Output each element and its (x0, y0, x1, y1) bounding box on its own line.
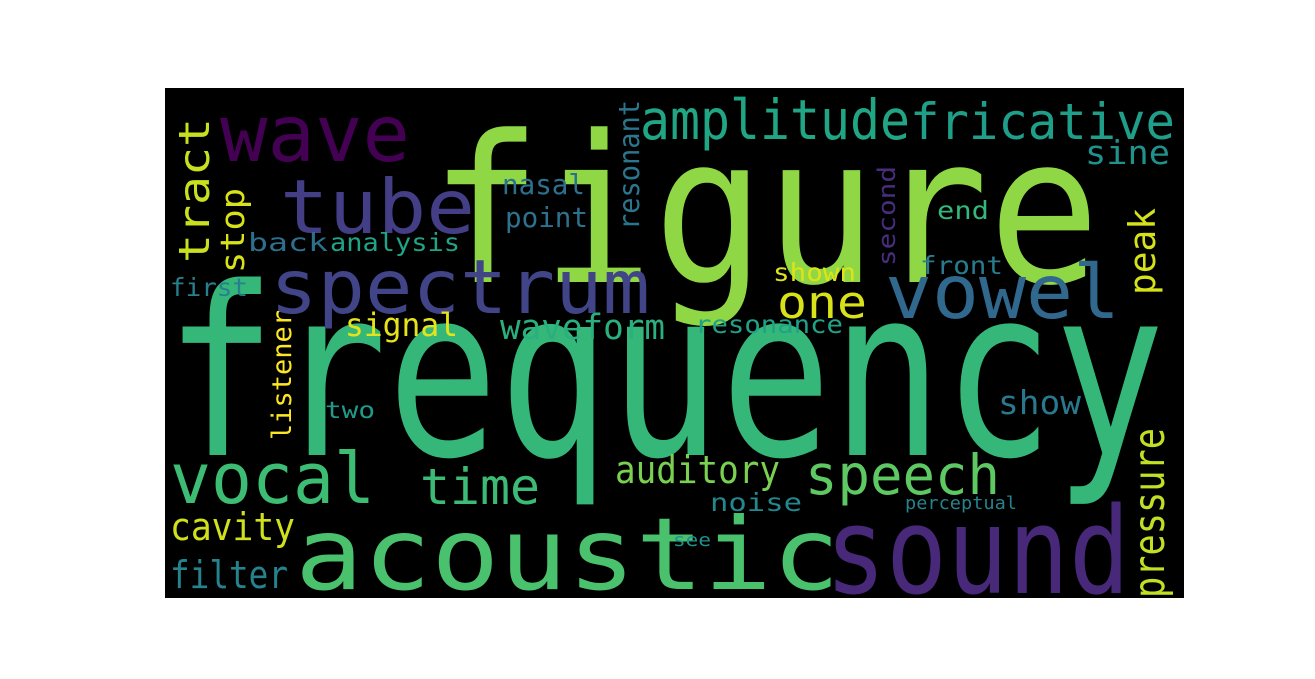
word-acoustic: acoustic (295, 496, 840, 598)
word-sine: sine (1085, 133, 1170, 172)
word-spectrum: spectrum (270, 243, 650, 331)
word-end: end (937, 196, 989, 225)
word-signal: signal (345, 306, 458, 344)
word-see: see (673, 530, 711, 551)
word-figure: figure (430, 93, 1100, 331)
word-speech: speech (805, 443, 1000, 507)
word-point: point (505, 201, 588, 234)
word-listener: listener (267, 310, 298, 440)
word-one: one (777, 276, 867, 329)
word-waveform: waveform (500, 308, 665, 348)
word-pressure: pressure (1125, 428, 1175, 598)
word-resonant: resonant (613, 100, 646, 230)
word-sound: sound (825, 483, 1130, 598)
word-peak: peak (1122, 208, 1164, 295)
word-auditory: auditory (615, 448, 780, 492)
word-tube: tube (280, 163, 475, 251)
word-frequency: frequency (165, 238, 1165, 511)
word-perceptual: perceptual (905, 493, 1017, 514)
word-amplitude: amplitude (640, 88, 910, 152)
word-second: second (873, 166, 901, 266)
word-noise: noise (710, 488, 802, 517)
word-resonance: resonance (695, 310, 843, 339)
word-filter: filter (170, 553, 288, 597)
word-front: front (920, 251, 1003, 280)
word-show: show (998, 383, 1081, 422)
word-two: two (325, 398, 375, 424)
word-tract: tract (170, 118, 220, 263)
word-stop: stop (213, 188, 252, 273)
word-cloud: frequency figure acoustic sound spectrum tube… (165, 88, 1184, 598)
word-vowel: vowel (885, 248, 1120, 336)
word-cavity: cavity (170, 505, 295, 549)
word-shown: shown (773, 258, 856, 287)
word-first: first (170, 273, 248, 302)
word-time: time (420, 458, 540, 516)
word-fricative: fricative (910, 93, 1175, 151)
word-vocal: vocal (170, 438, 375, 520)
word-nasal: nasal (502, 168, 585, 201)
word-wave: wave (220, 90, 410, 180)
word-back: back (248, 228, 328, 257)
word-analysis: analysis (330, 228, 460, 257)
